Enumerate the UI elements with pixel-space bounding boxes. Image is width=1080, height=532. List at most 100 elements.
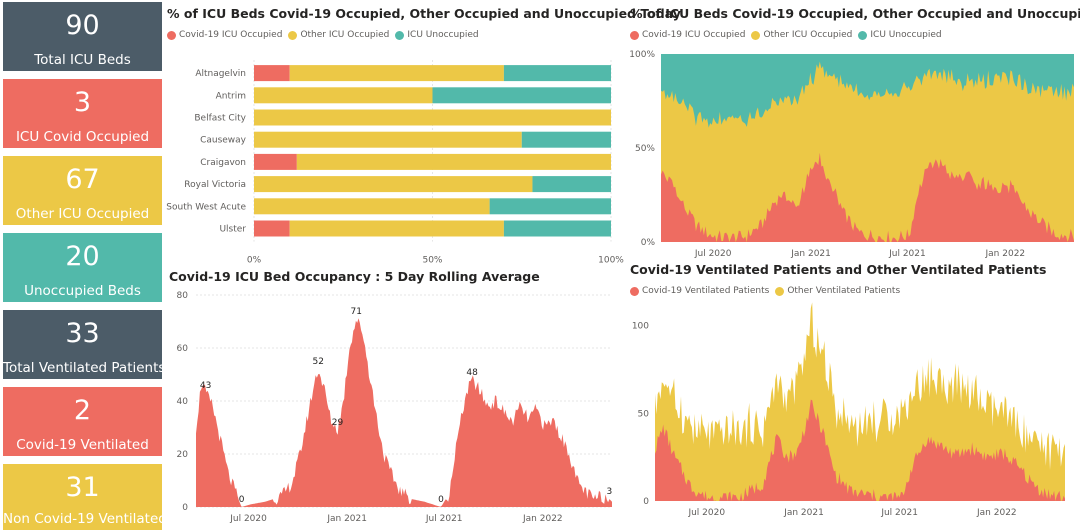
total-icu-beds-card[interactable]: 90 Total ICU Beds [3, 2, 162, 71]
rolling-data-label: 0 [438, 495, 444, 505]
vent-y-tick: 100 [632, 322, 649, 332]
rolling-y-tick: 40 [177, 397, 189, 407]
vent-x-tick: Jul 2020 [687, 508, 725, 518]
total-ventilated-label: Total Ventilated Patients [3, 360, 166, 376]
hbar-segment[interactable] [254, 131, 522, 148]
pct-y-tick: 100% [629, 50, 655, 60]
hbar-category-label: South West Acute [166, 202, 246, 212]
vent-x-tick: Jan 2021 [783, 508, 824, 518]
rolling-y-tick: 80 [177, 291, 189, 301]
rolling-data-label: 29 [332, 418, 344, 428]
vent-area-chart[interactable]: 0 50 100 Jul 2020 Jan 2021 Jul 2021 Jan 2022 [625, 302, 1075, 528]
pct-x-tick: Jan 2022 [985, 249, 1026, 259]
legend-label: Covid-19 ICU Occupied [179, 30, 283, 40]
hbar-legend-item[interactable]: ICU Unoccupied [395, 30, 479, 40]
vent-legend-item[interactable]: Covid-19 Ventilated Patients [630, 286, 769, 296]
hbar-x-tick: 50% [422, 256, 442, 266]
vent-area-covid[interactable] [655, 399, 1065, 501]
other-icu-occupied-label: Other ICU Occupied [15, 206, 150, 222]
legend-label: Covid-19 Ventilated Patients [642, 286, 770, 296]
hbar-segment[interactable] [289, 220, 504, 237]
icu-covid-occupied-card[interactable]: 3 ICU Covid Occupied [3, 79, 162, 148]
covid-ventilated-value: 2 [73, 395, 92, 426]
unoccupied-beds-value: 20 [65, 241, 100, 272]
hbar-segment[interactable] [521, 131, 611, 148]
hbar-segment[interactable] [503, 220, 611, 237]
hbar-category-label: Belfast City [194, 114, 246, 124]
rolling-y-tick: 60 [177, 344, 189, 354]
pct-y-tick: 0% [641, 238, 656, 248]
unoccupied-beds-card[interactable]: 20 Unoccupied Beds [3, 233, 162, 302]
vent-y-tick: 50 [638, 409, 650, 419]
hbar-legend-item[interactable]: Covid-19 ICU Occupied [167, 30, 282, 40]
total-ventilated-card[interactable]: 33 Total Ventilated Patients [3, 310, 166, 379]
legend-dot-icon [775, 286, 785, 296]
pct-area-covid[interactable] [661, 152, 1074, 242]
rolling-y-tick: 0 [182, 503, 188, 513]
legend-dot-icon [630, 30, 639, 40]
hbar-segment[interactable] [289, 65, 504, 82]
pct-y-tick: 50% [635, 144, 655, 154]
total-icu-beds-label: Total ICU Beds [34, 52, 131, 68]
hbar-segment[interactable] [503, 65, 611, 82]
hbar-segment[interactable] [254, 198, 490, 215]
legend-dot-icon [751, 30, 761, 40]
pct-x-tick: Jul 2020 [694, 249, 732, 259]
hbar-segment[interactable] [532, 176, 611, 193]
rolling-x-tick: Jan 2021 [326, 514, 367, 524]
hbar-segment[interactable] [254, 176, 533, 193]
pct-legend-item[interactable]: Covid-19 ICU Occupied [630, 30, 745, 40]
rolling-area[interactable] [196, 318, 612, 507]
hbar-category-label: Ulster [219, 225, 246, 235]
unoccupied-beds-label: Unoccupied Beds [24, 283, 141, 299]
pct-legend-item[interactable]: Other ICU Occupied [751, 30, 852, 40]
hbar-category-label: Royal Victoria [184, 180, 246, 190]
icu-covid-occupied-label: ICU Covid Occupied [15, 129, 150, 145]
hbar-legend-item[interactable]: Other ICU Occupied [288, 30, 389, 40]
rolling-chart-title: Covid-19 ICU Bed Occupancy : 5 Day Rolli… [169, 269, 540, 284]
legend-label: Other ICU Occupied [300, 30, 390, 40]
legend-dot-icon [858, 30, 868, 40]
hbar-segment[interactable] [254, 153, 297, 170]
rolling-y-tick: 20 [177, 450, 189, 460]
hbar-segment[interactable] [254, 109, 611, 126]
legend-label: Other ICU Occupied [763, 30, 853, 40]
rolling-data-label: 71 [351, 307, 362, 317]
vent-legend-item[interactable]: Other Ventilated Patients [775, 286, 900, 296]
legend-label: ICU Unoccupied [407, 30, 479, 40]
hbar-category-label: Craigavon [200, 158, 246, 168]
hbar-segment[interactable] [254, 87, 433, 104]
legend-dot-icon [167, 30, 176, 40]
hbar-category-label: Causeway [200, 136, 247, 146]
pct-x-tick: Jan 2021 [790, 249, 831, 259]
other-icu-occupied-card[interactable]: 67 Other ICU Occupied [3, 156, 162, 225]
pct-area-chart[interactable]: 0% 50% 100% Jul 2020 Jan 2021 Jul 2021 Jan 202… [625, 46, 1075, 261]
covid-ventilated-card[interactable]: 2 Covid-19 Ventilated [3, 387, 162, 456]
hbar-gridlines [253, 60, 612, 242]
rolling-area-chart[interactable]: 0 20 40 60 80 43 0 52 29 71 0 48 3 Jul 2020 Jan 2021 Ju… [160, 288, 620, 528]
legend-dot-icon [630, 286, 639, 296]
legend-label: ICU Unoccupied [870, 30, 942, 40]
pct-legend-item[interactable]: ICU Unoccupied [858, 30, 942, 40]
hbar-chart[interactable]: Altnagelvin Antrim Belfast City Causeway Cra… [160, 52, 624, 266]
hbar-category-label: Antrim [216, 91, 246, 101]
hbar-segment[interactable] [489, 198, 611, 215]
rolling-data-label: 43 [200, 381, 211, 391]
vent-chart-title: Covid-19 Ventilated Patients and Other V… [630, 262, 1047, 277]
hbar-segment[interactable] [254, 220, 290, 237]
vent-legend[interactable]: Covid-19 Ventilated Patients Other Ventil… [630, 286, 906, 296]
rolling-x-tick: Jan 2022 [522, 514, 563, 524]
hbar-legend[interactable]: Covid-19 ICU Occupied Other ICU Occupied I… [167, 30, 485, 40]
hbar-segment[interactable] [432, 87, 612, 104]
rolling-data-label: 52 [313, 357, 324, 367]
pct-area-legend[interactable]: Covid-19 ICU Occupied Other ICU Occupied I… [630, 30, 948, 40]
non-covid-ventilated-label: Non Covid-19 Ventilated [3, 511, 167, 527]
vent-y-tick: 0 [643, 497, 649, 507]
legend-label: Other Ventilated Patients [787, 286, 901, 296]
hbar-segment[interactable] [254, 65, 290, 82]
hbar-segment[interactable] [296, 153, 611, 170]
vent-x-tick: Jan 2022 [976, 508, 1017, 518]
legend-dot-icon [288, 30, 298, 40]
rolling-data-label: 48 [466, 368, 478, 378]
non-covid-ventilated-card[interactable]: 31 Non Covid-19 Ventilated [3, 464, 167, 530]
